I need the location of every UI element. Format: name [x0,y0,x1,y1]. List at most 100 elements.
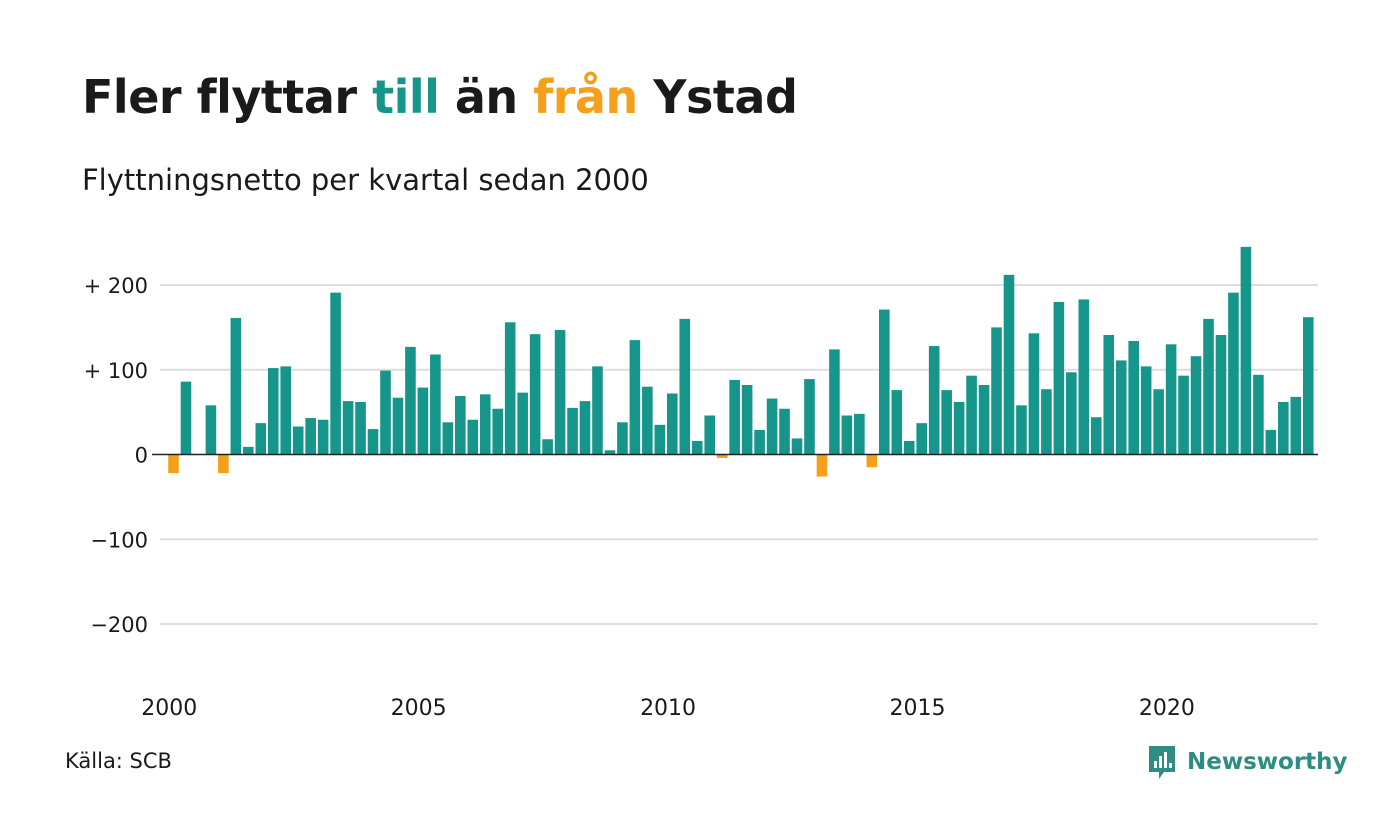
bar [617,422,628,455]
bar [642,386,653,455]
bar [1115,360,1127,455]
chart-subtitle: Flyttningsnetto per kvartal sedan 2000 [82,163,649,197]
bar [1178,375,1189,455]
bar [841,415,853,455]
bar [928,346,940,455]
bar [804,379,815,455]
bar [1215,335,1227,455]
bar [1278,401,1289,455]
bar [1228,292,1239,455]
bar [405,346,416,455]
source-label: Källa: SCB [65,749,172,773]
bar [629,340,641,455]
bar [1240,246,1252,455]
bar [342,401,354,455]
bar [654,424,666,455]
grid-lines [160,284,1318,625]
bar [267,368,279,455]
title-part-1: Fler flyttar [82,70,373,124]
bar [492,408,504,455]
bar [1165,344,1177,455]
bar [567,407,578,455]
bar [741,385,753,455]
bar [455,396,466,455]
y-axis-labels: + 200 + 100 0 −100 −200 [84,274,148,637]
bar [380,370,391,455]
bar [367,429,379,455]
bar [1290,396,1302,455]
bar [1078,299,1090,455]
bar [691,440,703,455]
y-tick-label: + 200 [84,274,148,298]
bar [1153,389,1164,455]
bar [255,423,267,455]
bar [791,438,803,455]
bar [542,439,553,455]
bar [1041,389,1052,455]
bars [168,246,1314,477]
bar [355,401,366,455]
bar [829,349,840,455]
bar [754,429,765,455]
bar [941,390,952,455]
bar [704,415,716,455]
bar [442,422,454,455]
bar [554,329,566,455]
bar [317,419,329,455]
y-tick-label: 0 [135,444,148,468]
bar [479,394,491,455]
y-tick-label: + 100 [84,359,148,383]
bar [243,446,254,455]
bar [1128,340,1139,455]
title-word-fran: från [533,70,638,124]
bar [903,440,915,455]
bar [1140,366,1152,455]
bar [966,375,977,455]
x-tick-label: 2015 [889,696,945,721]
title-part-5: Ystad [637,70,798,124]
bar [218,454,229,474]
bar [816,454,828,477]
bar [854,413,865,455]
bar [766,398,778,455]
bar [330,292,341,455]
title-word-till: till [372,70,440,124]
x-tick-label: 2010 [640,696,696,721]
bar [392,397,404,455]
y-tick-label: −100 [90,528,148,552]
bar [779,408,790,455]
bar [230,318,242,455]
bar [1028,333,1040,455]
bar [729,379,740,455]
x-tick-label: 2020 [1139,696,1195,721]
bar [592,366,603,455]
bar [467,419,479,455]
bar [168,454,179,474]
bar [292,426,304,455]
bar [430,354,441,455]
bar [866,454,878,468]
bar [1003,274,1015,455]
bar [1265,429,1277,455]
title-part-3: än [439,70,534,124]
bar-chart: + 200 + 100 0 −100 −200 2000 2005 2010 2015 2020 [84,246,1318,721]
bar [604,450,616,455]
bar [953,401,965,455]
bar [504,322,516,455]
bar [280,366,292,455]
brand-name: Newsworthy [1187,749,1348,775]
bar [205,405,217,455]
x-tick-label: 2005 [391,696,447,721]
bar [1066,372,1077,455]
bar [916,423,927,455]
bar [1190,356,1202,455]
bar [991,327,1002,455]
bar [417,387,429,455]
bar [1090,417,1102,455]
bar [1016,405,1027,455]
bar [891,390,903,455]
bar [679,318,691,455]
bar [1103,335,1115,455]
bar [978,385,990,455]
bar [579,401,591,455]
